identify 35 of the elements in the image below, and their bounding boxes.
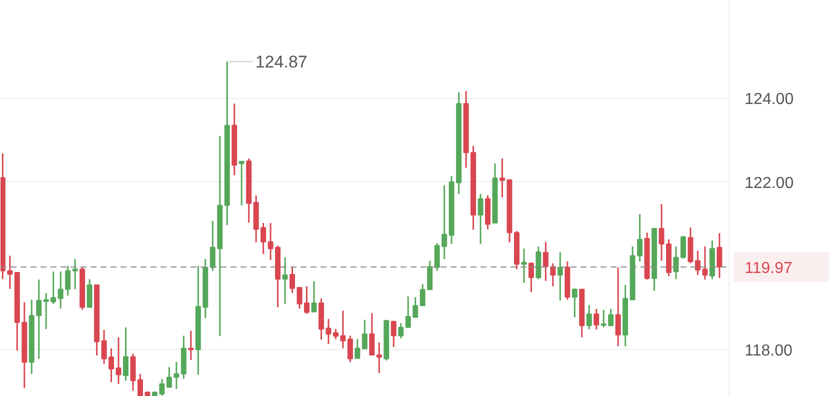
candlestick [72,258,78,290]
candlestick [398,322,404,339]
candlestick [188,330,194,361]
candlestick [130,353,136,392]
candlestick [478,193,484,245]
candlestick [716,232,722,279]
candlestick [369,312,375,356]
candlestick [594,308,600,330]
candlestick [311,280,317,313]
y-tick-label: 122.00 [744,174,794,192]
candlestick [528,262,534,293]
candlestick [36,278,42,360]
y-tick-label: 124.00 [744,91,794,108]
candlestick [376,342,382,374]
candlestick [572,288,578,318]
candlestick [347,334,353,363]
annotation: 124.87 [255,52,308,72]
candlestick [116,336,122,385]
candlestick [688,226,694,264]
candlestick [290,266,296,294]
candlestick [680,235,686,260]
candlestick [86,278,92,308]
candlestick [521,248,527,284]
candlestick [123,326,128,382]
candlestick [586,304,592,330]
candlestick [354,338,360,360]
candlestick [673,246,679,280]
candlestick [390,320,396,348]
y-tick-label: 118.00 [744,342,793,360]
ref-line-label: 119.97 [744,260,793,278]
candlestick [282,256,288,305]
candlestick [615,266,621,347]
candlestick [362,319,368,350]
candlestick [557,252,563,302]
candlestick [238,160,244,206]
